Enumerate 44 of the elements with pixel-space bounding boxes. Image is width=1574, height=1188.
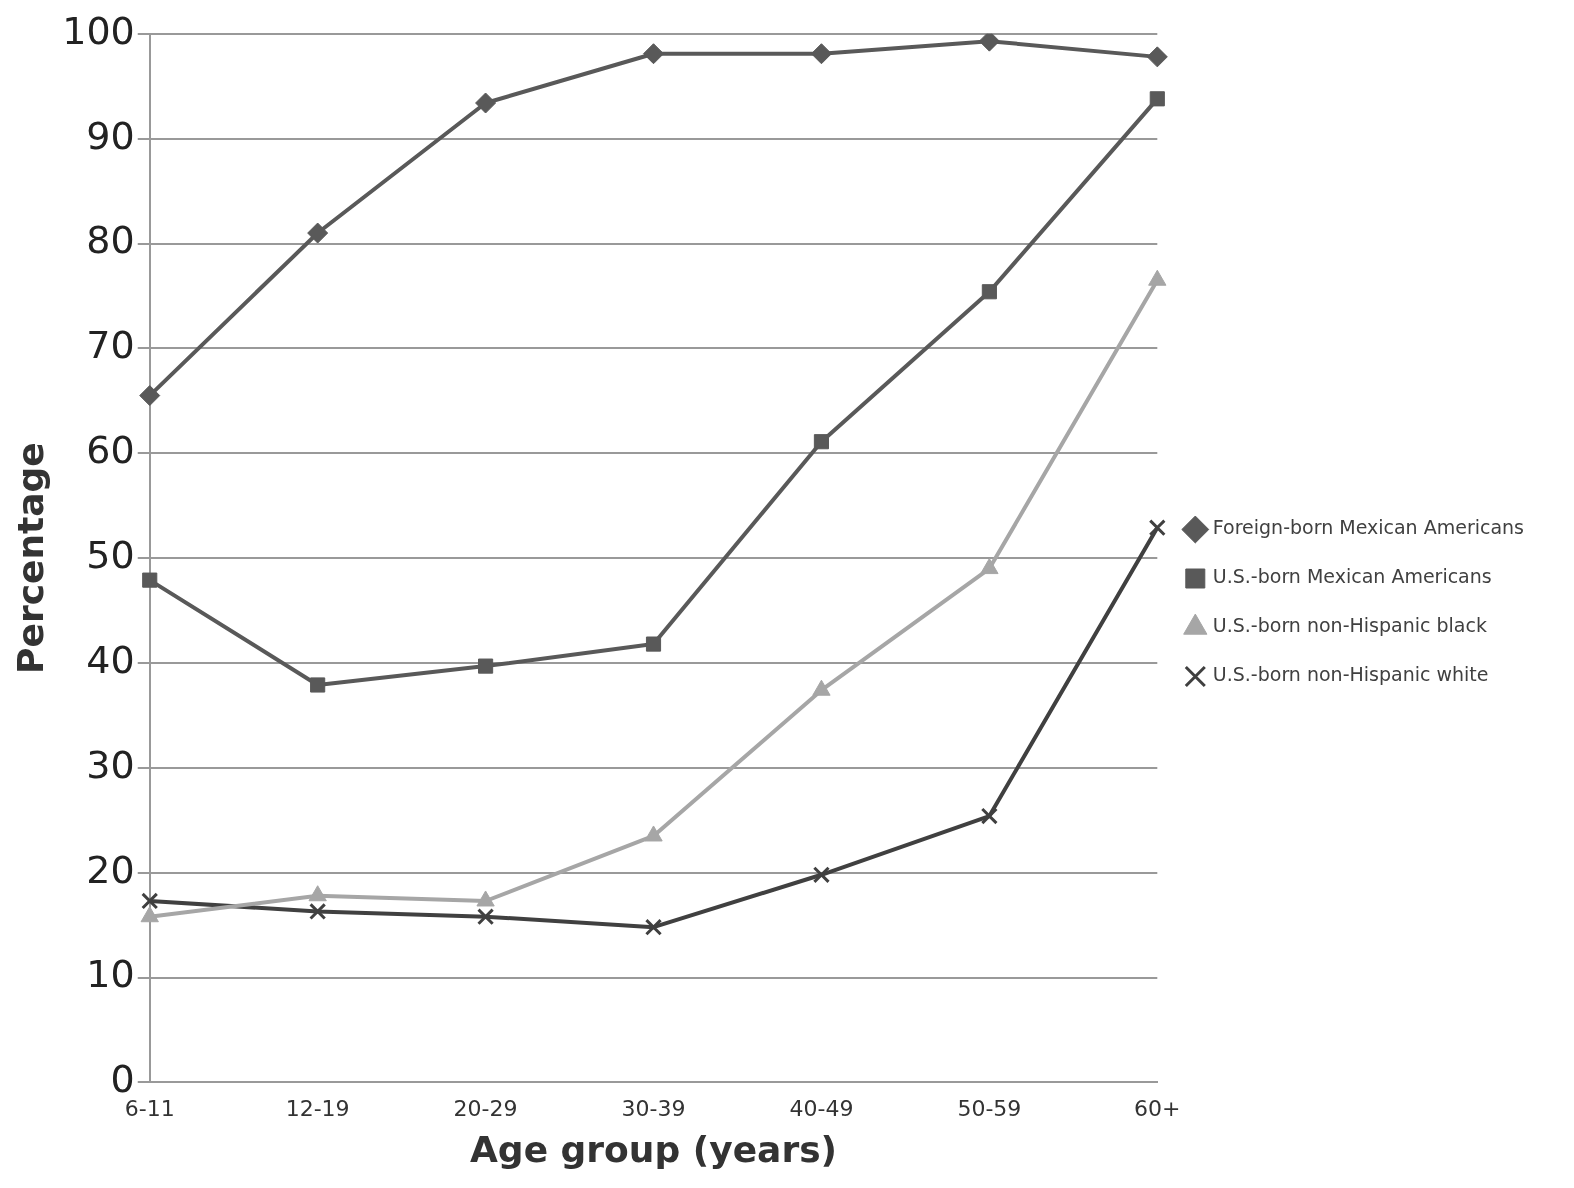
point: [980, 807, 998, 825]
point: [310, 677, 326, 693]
y-tick-label: 50: [86, 532, 135, 577]
x-tick-label: 40-49: [789, 1096, 854, 1122]
point: [644, 918, 663, 936]
y-tick-label: 30: [86, 742, 135, 787]
y-tick-label: 90: [86, 113, 135, 158]
y-tick-label: 10: [86, 952, 135, 997]
x-axis-title: Age group (years): [470, 1128, 838, 1170]
point: [810, 43, 832, 65]
point: [139, 385, 161, 407]
point: [307, 222, 329, 244]
y-tick-label: 20: [86, 847, 135, 892]
legend-label: U.S.-born non-Hispanic white: [1212, 663, 1489, 686]
legend-label: U.S.-born Mexican Americans: [1212, 565, 1492, 588]
y-tick-label: 100: [62, 8, 135, 53]
legend-label: Foreign-born Mexican Americans: [1212, 516, 1524, 539]
point: [1146, 46, 1168, 68]
x-tick-label: 12-19: [285, 1096, 350, 1122]
point: [1148, 519, 1166, 537]
x-tick-label: 60+: [1134, 1096, 1181, 1122]
point: [477, 908, 495, 926]
point: [981, 284, 997, 300]
legend-label: U.S.-born non-Hispanic black: [1212, 614, 1487, 637]
x-tick-label: 30-39: [621, 1096, 686, 1122]
x-tick-label: 6-11: [124, 1096, 175, 1122]
y-tick-label: 80: [86, 218, 135, 263]
y-tick-label: 40: [86, 637, 135, 682]
point: [643, 43, 665, 65]
x-tick-label: 20-29: [453, 1096, 518, 1122]
y-tick-label: 60: [86, 428, 135, 473]
point: [1149, 91, 1165, 107]
point: [309, 902, 327, 921]
point: [142, 572, 158, 588]
point: [478, 658, 494, 674]
x-tick-label: 50-59: [957, 1096, 1022, 1122]
point: [645, 636, 662, 652]
y-axis-title: Percentage: [9, 442, 51, 674]
point: [812, 866, 831, 884]
point: [813, 434, 830, 450]
point: [978, 33, 1000, 52]
point: [475, 92, 497, 114]
y-tick-label: 70: [86, 323, 135, 368]
point: [141, 892, 159, 910]
